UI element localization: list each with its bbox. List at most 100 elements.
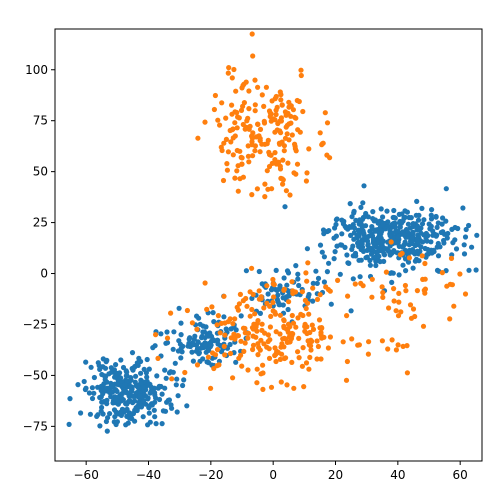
data-point	[452, 224, 458, 231]
data-point	[288, 120, 294, 126]
data-point	[450, 240, 456, 246]
data-point	[295, 271, 301, 277]
data-point	[280, 157, 286, 163]
data-point	[303, 270, 309, 276]
data-point	[152, 414, 158, 420]
data-point	[346, 260, 352, 266]
data-point	[224, 167, 230, 173]
data-point	[103, 373, 109, 379]
data-point	[263, 84, 269, 90]
data-point	[337, 271, 343, 277]
data-point	[303, 360, 310, 366]
data-point	[113, 397, 119, 403]
data-point	[104, 428, 110, 434]
data-point	[245, 330, 252, 336]
data-point	[315, 275, 322, 281]
data-point	[281, 275, 287, 281]
data-point	[290, 320, 297, 326]
data-point	[148, 388, 154, 394]
data-point	[439, 221, 445, 227]
data-point	[112, 414, 118, 420]
data-point	[360, 248, 367, 254]
data-point	[369, 276, 375, 282]
data-point	[278, 92, 284, 98]
data-point	[176, 305, 182, 311]
data-point	[113, 387, 119, 393]
data-point	[240, 121, 246, 128]
data-point	[376, 245, 382, 252]
data-point	[211, 365, 217, 372]
data-point	[285, 326, 291, 332]
data-point	[412, 242, 418, 249]
data-point	[435, 240, 441, 247]
data-point	[388, 239, 394, 245]
data-point	[305, 338, 311, 344]
data-point	[164, 335, 171, 341]
data-point	[269, 98, 275, 104]
data-point	[434, 224, 440, 230]
data-point	[270, 299, 276, 306]
series-1	[66, 183, 480, 434]
data-point	[112, 374, 118, 380]
data-point	[294, 161, 301, 167]
data-point	[270, 276, 276, 283]
data-point	[217, 122, 223, 128]
data-point	[448, 255, 455, 261]
data-point	[391, 298, 397, 304]
data-point	[264, 344, 270, 350]
data-point	[391, 286, 397, 292]
data-point	[366, 339, 372, 345]
data-point	[245, 143, 251, 149]
data-point	[88, 364, 94, 370]
data-point	[395, 234, 401, 240]
data-point	[387, 270, 393, 276]
data-point	[137, 393, 143, 399]
data-point	[414, 236, 420, 242]
data-point	[180, 382, 186, 389]
data-point	[428, 223, 434, 229]
data-point	[122, 382, 128, 388]
data-point	[194, 362, 201, 368]
data-point	[285, 110, 291, 116]
data-point	[385, 223, 391, 229]
data-point	[238, 107, 245, 113]
data-point	[449, 282, 455, 288]
data-point	[277, 285, 283, 291]
data-point	[168, 402, 174, 408]
data-point	[124, 378, 130, 384]
data-point	[113, 409, 119, 415]
data-point	[292, 146, 298, 152]
data-point	[385, 248, 391, 254]
data-point	[434, 267, 441, 273]
data-point	[335, 277, 341, 283]
data-point	[249, 135, 255, 141]
data-point	[343, 377, 350, 383]
data-point	[395, 313, 402, 319]
data-point	[261, 103, 267, 109]
data-point	[439, 270, 445, 276]
data-point	[235, 307, 241, 313]
data-point	[234, 168, 240, 174]
data-point	[144, 374, 150, 380]
data-point	[351, 236, 357, 242]
data-point	[255, 121, 261, 127]
data-point	[289, 279, 295, 285]
data-point	[407, 302, 414, 308]
data-point	[260, 386, 266, 392]
data-point	[299, 363, 305, 369]
data-point	[254, 186, 260, 192]
data-point	[158, 331, 164, 337]
data-point	[376, 253, 382, 259]
data-point	[259, 92, 265, 98]
data-point	[257, 126, 264, 132]
data-point	[289, 132, 295, 138]
data-point	[466, 222, 472, 229]
data-point	[278, 97, 284, 103]
data-point	[287, 192, 293, 198]
data-point	[121, 407, 127, 413]
data-point	[293, 115, 299, 121]
data-point	[234, 147, 240, 154]
data-point	[363, 210, 369, 217]
data-point	[162, 367, 168, 373]
data-point	[218, 349, 225, 355]
